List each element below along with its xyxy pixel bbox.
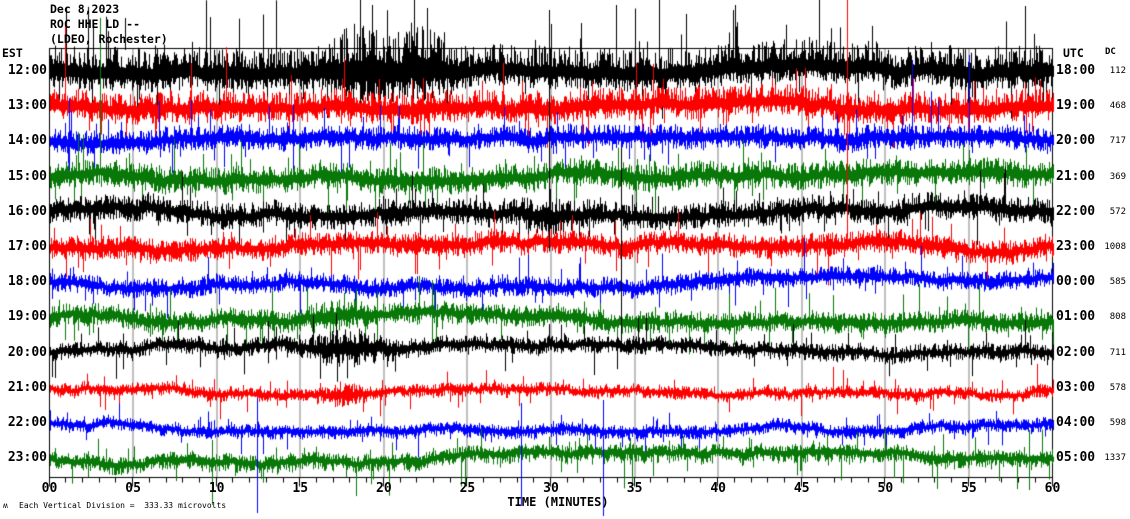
est-time-label: 17:00 xyxy=(7,239,47,254)
dc-axis-label: DC xyxy=(1105,47,1116,57)
x-axis-title: TIME (MINUTES) xyxy=(507,495,609,509)
utc-axis-label: UTC xyxy=(1063,46,1084,60)
utc-time-label: 23:00 xyxy=(1056,239,1096,254)
x-tick-label: 25 xyxy=(459,481,476,496)
utc-time-label: 22:00 xyxy=(1056,203,1096,219)
utc-time-label: 19:00 xyxy=(1056,98,1096,114)
est-time-label: 15:00 xyxy=(7,168,47,184)
dc-offset-value: 112 xyxy=(1109,66,1126,76)
x-tick-label: 00 xyxy=(41,481,58,496)
est-time-label: 20:00 xyxy=(7,344,47,360)
header-station: ROC HHE LD -- xyxy=(50,17,141,31)
utc-time-label: 02:00 xyxy=(1056,344,1096,360)
x-tick-label: 15 xyxy=(292,481,309,496)
dc-offset-value: 572 xyxy=(1109,206,1126,217)
est-time-label: 19:00 xyxy=(7,309,47,325)
est-time-label: 21:00 xyxy=(7,379,47,395)
dc-offset-value: 1337 xyxy=(1104,453,1126,464)
dc-offset-value: 585 xyxy=(1109,277,1126,288)
x-tick-label: 30 xyxy=(543,481,559,496)
dc-offset-value: 717 xyxy=(1109,136,1126,147)
est-time-label: 23:00 xyxy=(7,450,47,466)
x-tick-label: 50 xyxy=(877,481,894,496)
header-date: Dec 8,2023 xyxy=(50,2,120,16)
utc-time-label: 20:00 xyxy=(1056,133,1096,149)
utc-time-label: 05:00 xyxy=(1056,450,1096,466)
utc-time-label: 01:00 xyxy=(1056,309,1096,325)
utc-time-label: 00:00 xyxy=(1056,274,1096,290)
x-tick-label: 40 xyxy=(710,481,726,496)
header-location: (LDEO, Rochester) xyxy=(50,32,168,46)
est-axis-label: EST xyxy=(2,46,23,60)
dc-offset-value: 578 xyxy=(1109,382,1126,393)
est-time-label: 12:00 xyxy=(7,63,47,78)
x-tick-label: 10 xyxy=(208,481,225,496)
x-tick-label: 35 xyxy=(626,481,643,496)
scale-legend-text: Each Vertical Division = 333.33 microvol… xyxy=(19,501,227,510)
x-tick-label: 55 xyxy=(961,481,977,496)
x-tick-label: 60 xyxy=(1044,481,1061,496)
est-time-label: 22:00 xyxy=(7,415,47,430)
x-tick-label: 05 xyxy=(125,481,141,496)
utc-time-label: 18:00 xyxy=(1056,63,1096,78)
dc-offset-value: 468 xyxy=(1109,101,1126,112)
utc-time-label: 21:00 xyxy=(1056,168,1096,184)
est-time-label: 18:00 xyxy=(7,274,47,290)
dc-offset-value: 711 xyxy=(1109,347,1126,358)
utc-time-label: 04:00 xyxy=(1056,415,1096,430)
dc-offset-value: 1008 xyxy=(1104,242,1126,252)
est-time-label: 16:00 xyxy=(7,203,47,219)
dc-offset-value: 598 xyxy=(1109,418,1126,428)
est-time-label: 14:00 xyxy=(7,133,47,149)
footer-marker: ʍ xyxy=(3,501,8,510)
dc-offset-value: 808 xyxy=(1109,312,1126,323)
x-tick-label: 20 xyxy=(376,481,392,496)
dc-offset-value: 369 xyxy=(1109,171,1126,182)
x-tick-label: 45 xyxy=(793,481,810,496)
utc-time-label: 03:00 xyxy=(1056,379,1096,395)
est-time-label: 13:00 xyxy=(7,98,47,114)
